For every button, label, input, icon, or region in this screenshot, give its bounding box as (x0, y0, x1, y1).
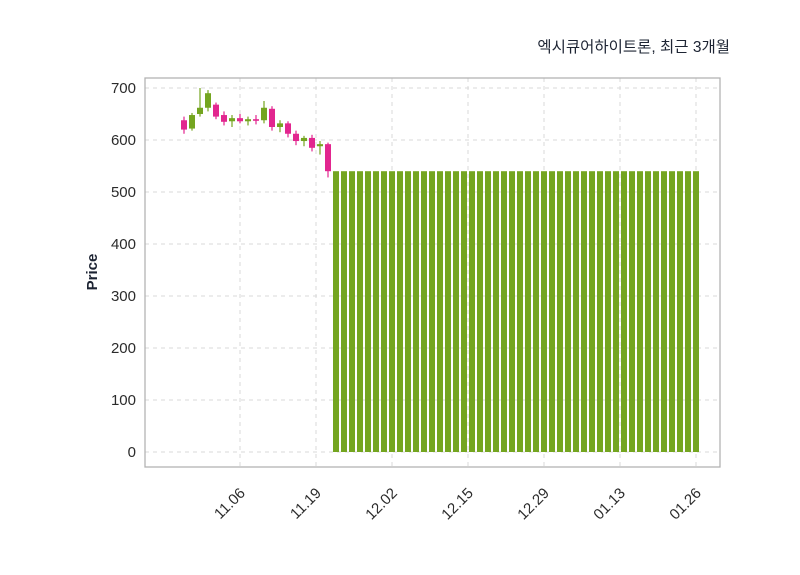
flat-bar (645, 171, 651, 452)
flat-bar (557, 171, 563, 452)
candle-body (213, 104, 219, 117)
flat-bar (661, 171, 667, 452)
candle-body (309, 137, 315, 148)
candle-body (277, 123, 283, 127)
flat-bar (637, 171, 643, 452)
y-tick-label: 700 (111, 80, 136, 97)
x-tick-label: 12.02 (362, 485, 401, 524)
y-axis-tick-labels: 0 100 200 300 400 500 600 700 (111, 80, 136, 461)
plot-border (144, 77, 721, 468)
flat-bar (469, 171, 475, 452)
flat-bar (373, 171, 379, 452)
flat-bar (421, 171, 427, 452)
x-axis-tick-labels: 11.06 11.19 12.02 12.15 12.29 01.13 01.26 (211, 485, 705, 524)
flat-bar (501, 171, 507, 452)
flat-bar (685, 171, 691, 452)
candle-body (245, 119, 251, 122)
y-tick-label: 0 (128, 444, 136, 461)
flat-bar (389, 171, 395, 452)
flat-bar (589, 171, 595, 452)
flat-bar (333, 171, 339, 452)
x-tick-label: 12.29 (514, 485, 553, 524)
flat-bar (669, 171, 675, 452)
y-tick-label: 100 (111, 392, 136, 409)
flat-bar (693, 171, 699, 452)
flat-bar (485, 171, 491, 452)
flat-bar (509, 171, 515, 452)
flat-bar (413, 171, 419, 452)
flat-bar (525, 171, 531, 452)
candle-body (285, 123, 291, 134)
flat-bar (429, 171, 435, 452)
flat-bar (477, 171, 483, 452)
flat-bar (573, 171, 579, 452)
candle-body (325, 144, 331, 172)
flat-bar (493, 171, 499, 452)
candle-body (301, 137, 307, 142)
y-tick-label: 600 (111, 132, 136, 149)
flat-bar (437, 171, 443, 452)
flat-bar (405, 171, 411, 452)
y-tick-label: 300 (111, 288, 136, 305)
x-tick-label: 01.13 (590, 485, 629, 524)
y-tick-label: 200 (111, 340, 136, 357)
flat-bar (365, 171, 371, 452)
flat-bar (533, 171, 539, 452)
candle-body (269, 108, 275, 127)
candle-body (261, 107, 267, 121)
flat-bar (517, 171, 523, 452)
flat-bar (565, 171, 571, 452)
flat-bar (581, 171, 587, 452)
candle-body (189, 115, 195, 129)
candle-body (293, 133, 299, 142)
candle-body (221, 115, 227, 122)
x-tick-label: 11.19 (287, 485, 325, 523)
flat-bar (541, 171, 547, 452)
flat-bar (453, 171, 459, 452)
x-tick-label: 12.15 (438, 485, 477, 524)
candle-body (317, 144, 323, 147)
series-layer (181, 88, 699, 452)
y-tick-label: 500 (111, 184, 136, 201)
y-tick-label: 400 (111, 236, 136, 253)
flat-bar (349, 171, 355, 452)
candle-body (197, 107, 203, 114)
flat-bar (357, 171, 363, 452)
y-axis-label: Price (84, 254, 101, 291)
flat-bar (381, 171, 387, 452)
flat-bar (653, 171, 659, 452)
candle-body (205, 93, 211, 108)
flat-bar (341, 171, 347, 452)
candle-body (253, 119, 259, 121)
candle-body (237, 118, 243, 122)
flat-bar (605, 171, 611, 452)
flat-bar (621, 171, 627, 452)
flat-bar (629, 171, 635, 452)
flat-bar (461, 171, 467, 452)
x-tick-label: 11.06 (211, 485, 249, 523)
flat-bar (677, 171, 683, 452)
chart-title: 엑시큐어하이트론, 최근 3개월 (537, 38, 730, 56)
flat-bar (613, 171, 619, 452)
flat-bar (549, 171, 555, 452)
x-tick-label: 01.26 (666, 485, 705, 524)
flat-bar (445, 171, 451, 452)
flat-bar (597, 171, 603, 452)
flat-bar (397, 171, 403, 452)
candle-body (229, 118, 235, 122)
candle-body (181, 120, 187, 130)
